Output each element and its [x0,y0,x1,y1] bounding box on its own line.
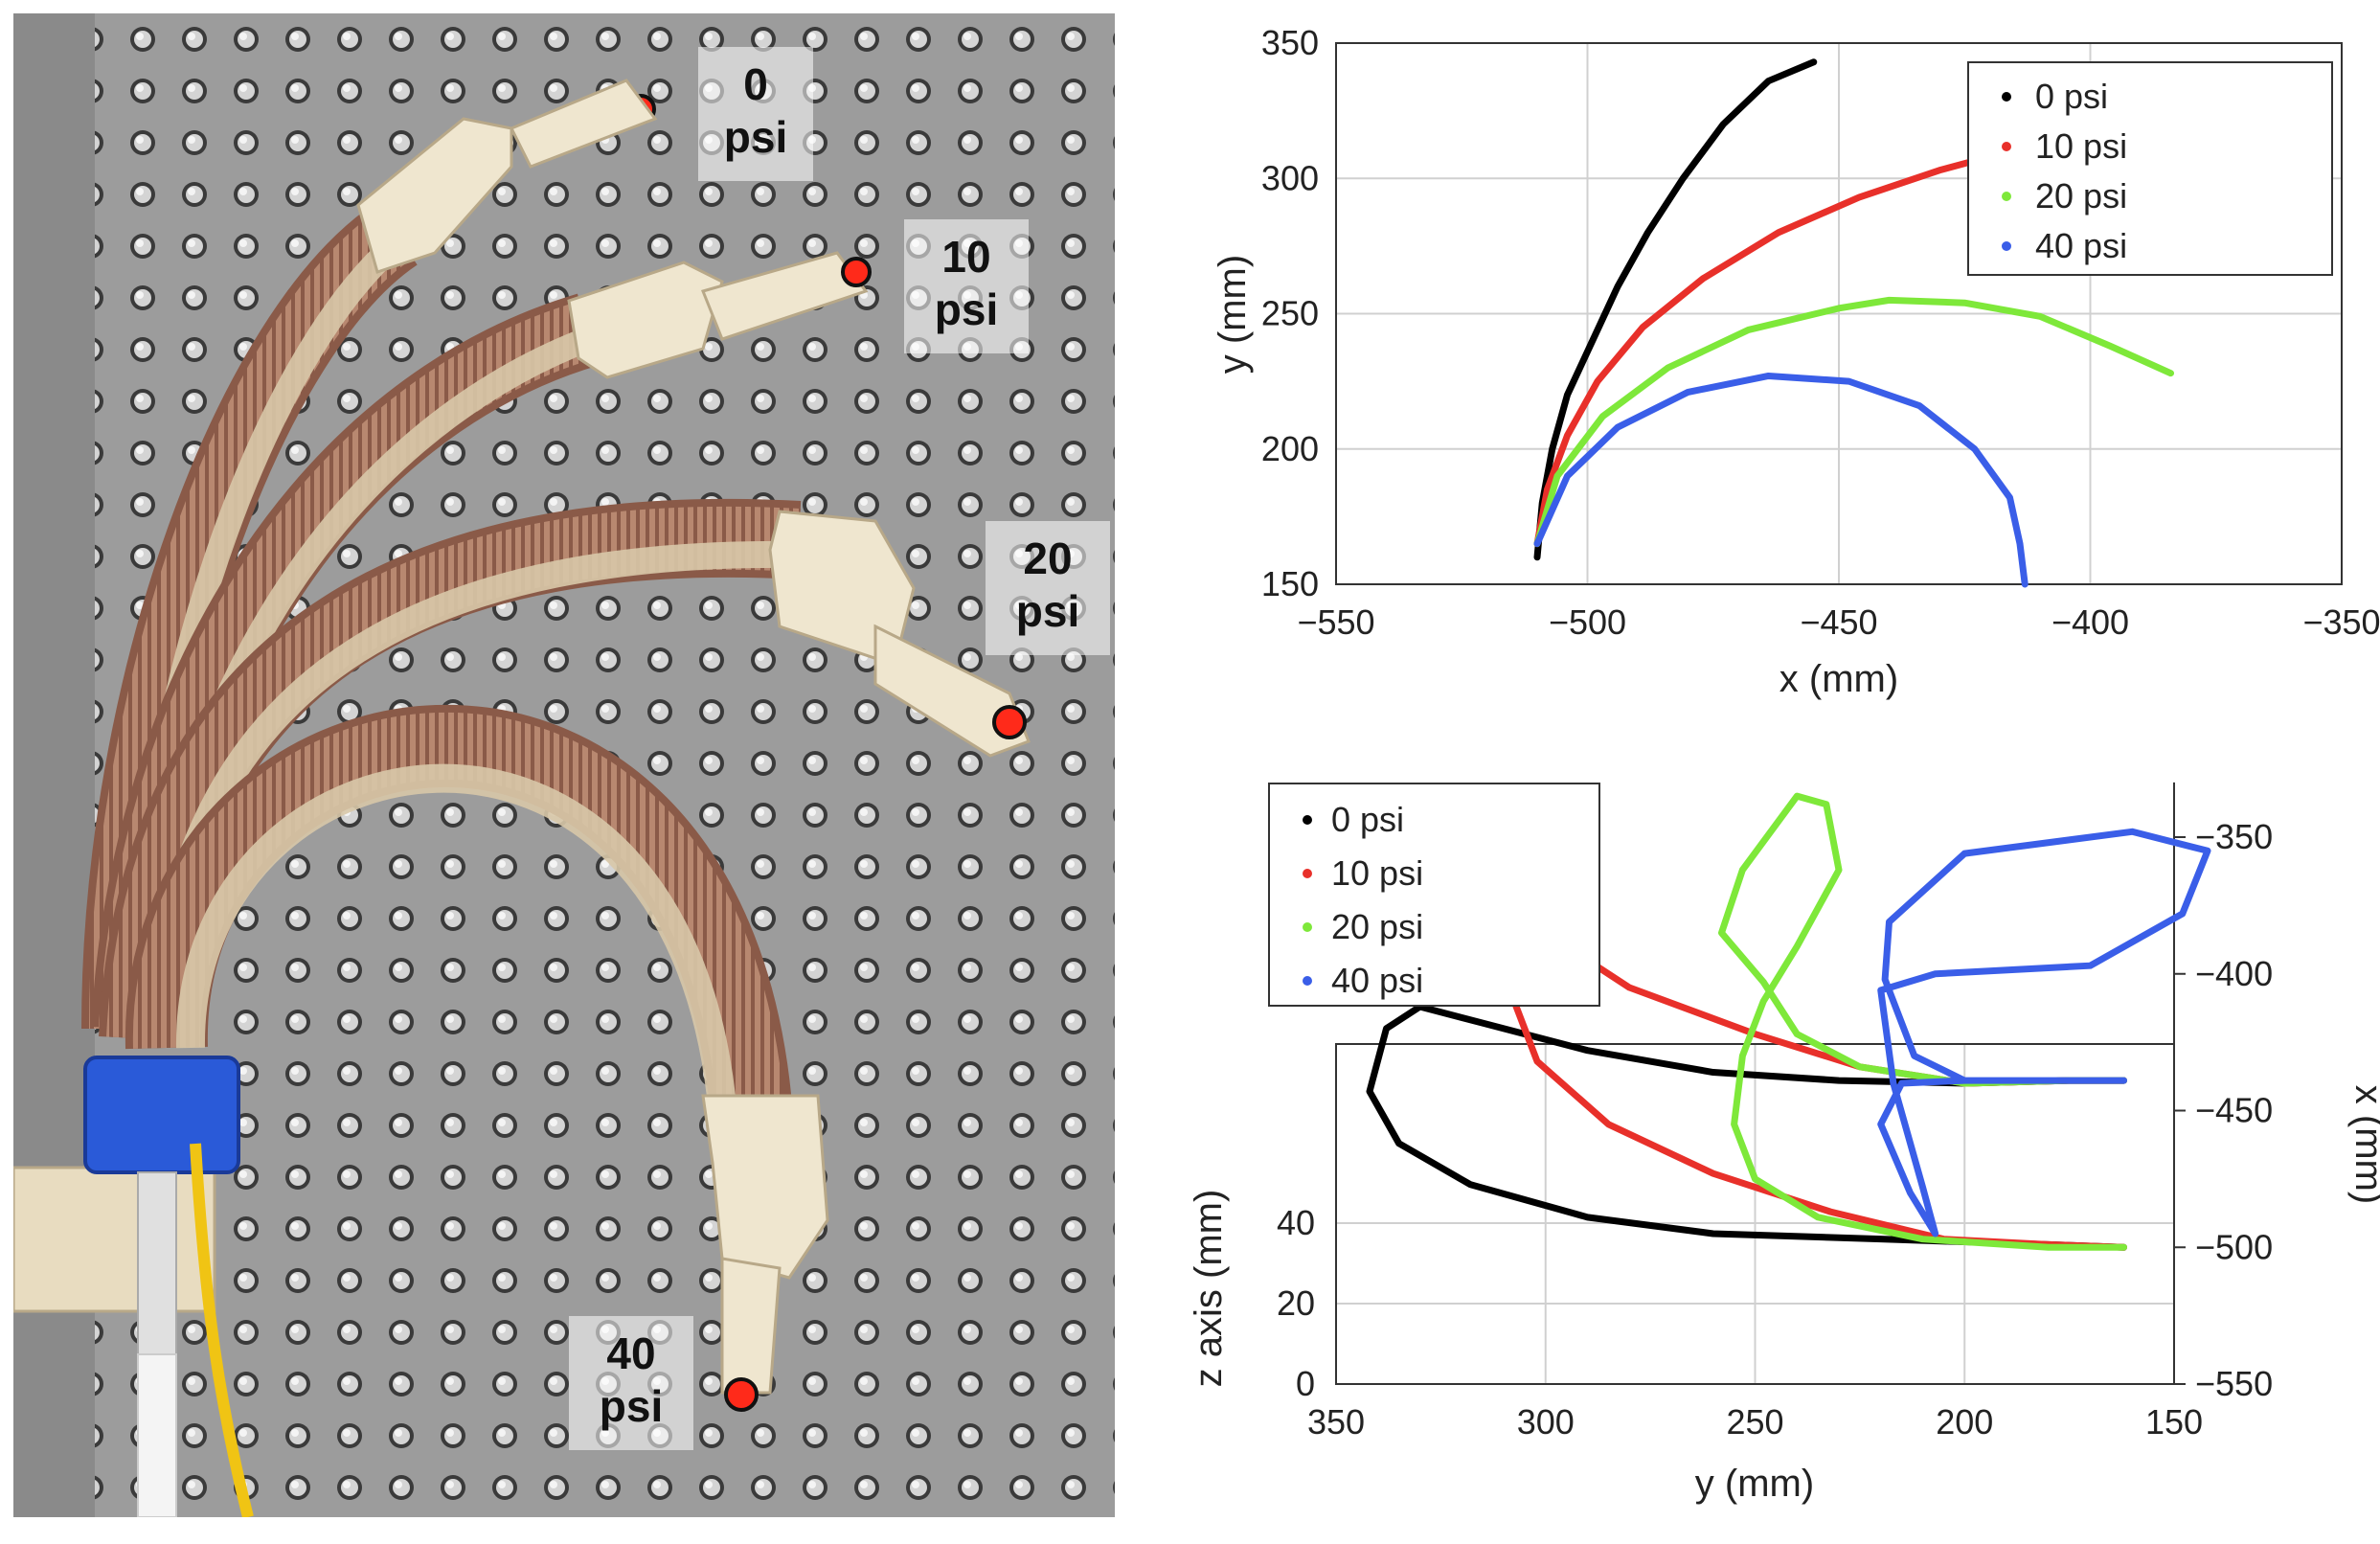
top-legend-label: 20 psi [2035,176,2127,216]
bottom-legend-label: 0 psi [1331,800,1404,839]
marker-dot-40 [724,1377,759,1412]
bottom-series-line-2 [1718,792,2127,1251]
bottom-z-tick-label: 40 [1277,1203,1315,1242]
actuator-photo: 0 psi 10 psi 20 psi 40 psi [13,13,1115,1517]
top-x-tick-label: −550 [1297,602,1374,642]
bottom-right-tick-label: −350 [2195,817,2273,856]
bottom-right-tick-label: −550 [2195,1364,2273,1403]
bottom-legend-marker [1303,922,1312,932]
top-y-tick-label: 350 [1261,23,1319,62]
bottom-x-tick-label: 150 [2145,1402,2203,1442]
tube-fitting [137,1171,177,1365]
psi-label-0: 0 psi [698,47,813,181]
top-x-tick-label: −400 [2051,602,2129,642]
top-x-axis-label: x (mm) [1779,658,1898,700]
top-legend-marker [2002,92,2011,102]
top-y-tick-label: 300 [1261,158,1319,197]
top-x-tick-label: −350 [2302,602,2380,642]
top-series-line-2 [1533,296,2174,548]
top-chart-series [1533,58,2174,588]
bottom-right-tick-label: −400 [2195,954,2273,993]
top-x-tick-label: −500 [1549,602,1626,642]
bottom-series-line-3 [1877,828,2211,1237]
top-series-line-3 [1533,372,2029,588]
psi-label-20: 20 psi [986,521,1110,655]
blue-cap [83,1056,240,1174]
svg-text:psi: psi [1016,586,1079,636]
bottom-x-tick-label: 200 [1936,1402,1993,1442]
bottom-legend-box [1268,783,1600,1007]
bottom-x-tick-label: 300 [1517,1402,1575,1442]
svg-text:psi: psi [600,1381,663,1431]
bottom-left-axis-label: z axis (mm) [1188,1190,1230,1388]
bottom-legend-label: 20 psi [1331,907,1423,946]
top-series-line-0 [1533,58,1818,561]
bottom-legend-marker [1303,976,1312,986]
bottom-legend-label: 40 psi [1331,961,1423,1000]
top-legend-label: 10 psi [2035,126,2127,166]
top-legend-box [1967,61,2333,276]
yellow-cable [190,1143,254,1517]
top-chart-frame [1335,42,2343,585]
top-series-line-1 [1533,142,2029,548]
white-tube [137,1353,177,1517]
top-legend-label: 0 psi [2035,77,2108,116]
xy-trajectory-chart: −550 −500 −450 −400 −350 150 200 250 300 350 x (m… [1212,23,2380,700]
bottom-chart-ticks: 350 300 250 200 150 0 20 40 −350 −400 −450 −500 −550 [1277,817,2273,1442]
bottom-right-tick-label: −500 [2195,1227,2273,1266]
bottom-legend-marker [1303,869,1312,878]
yz-trajectory-chart: 350 300 250 200 150 0 20 40 −350 −400 −450 −500 −550… [1188,782,2380,1505]
bottom-legend-label: 10 psi [1331,853,1423,893]
top-x-tick-label: −450 [1800,602,1877,642]
marker-dot-10 [841,257,872,287]
base-mount [13,1166,216,1313]
marker-dot-20 [992,705,1027,739]
top-legend-marker [2002,192,2011,201]
bottom-x-tick-label: 350 [1307,1402,1365,1442]
bottom-legend-marker [1303,815,1312,825]
bottom-z-tick-label: 0 [1296,1364,1315,1403]
bottom-x-tick-label: 250 [1726,1402,1783,1442]
top-chart-legend: 0 psi 10 psi 20 psi 40 psi [1967,61,2333,276]
bottom-z-tick-label: 20 [1277,1283,1315,1323]
top-y-axis-label: y (mm) [1212,255,1254,374]
bottom-x-axis-label: y (mm) [1695,1463,1814,1505]
svg-text:20: 20 [1023,534,1072,583]
svg-text:psi: psi [724,112,787,162]
actuator-40-psi [125,704,829,1412]
bottom-chart-legend: 0 psi 10 psi 20 psi 40 psi [1268,783,1600,1007]
psi-label-10: 10 psi [904,219,1029,353]
top-y-tick-label: 250 [1261,294,1319,333]
bottom-chart-frame [1335,1043,2175,1385]
top-legend-marker [2002,241,2011,251]
svg-text:10: 10 [941,232,990,282]
bottom-right-tick-label: −450 [2195,1091,2273,1130]
top-y-tick-label: 200 [1261,429,1319,468]
bottom-series-line-0 [1366,1003,2127,1251]
svg-text:0: 0 [743,59,768,109]
top-y-tick-label: 150 [1261,564,1319,603]
psi-label-40: 40 psi [569,1316,693,1450]
svg-text:psi: psi [935,284,998,334]
top-legend-label: 40 psi [2035,226,2127,265]
bottom-right-axis-label: x (mm) [2347,1085,2380,1204]
top-chart-ticks: −550 −500 −450 −400 −350 150 200 250 300 350 [1261,23,2380,642]
top-legend-marker [2002,142,2011,151]
svg-text:40: 40 [606,1328,655,1378]
